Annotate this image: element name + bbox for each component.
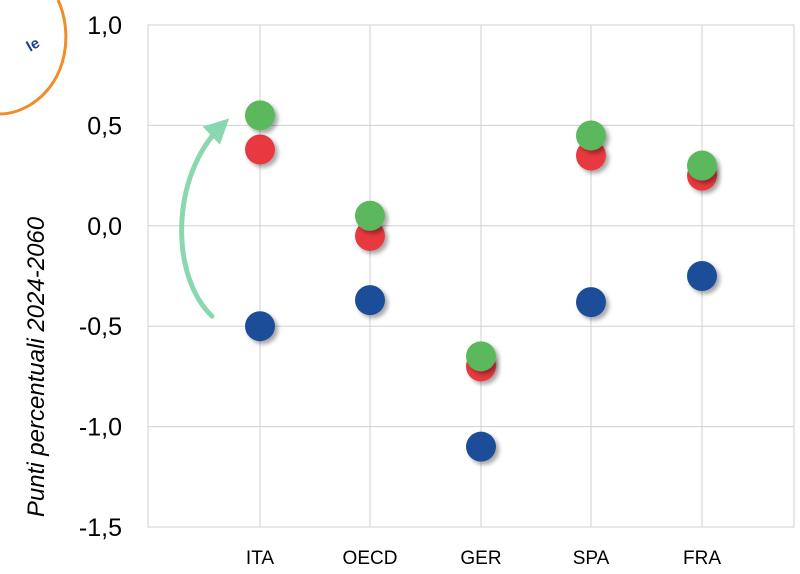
data-point-ger-series-1 xyxy=(466,431,496,462)
y-axis-tick-labels: 1,0 0,5 0,0 -0,5 -1,0 -1,5 xyxy=(79,12,122,542)
y-tick-label: 0,0 xyxy=(87,213,122,241)
data-point-ita-series-2 xyxy=(245,134,275,165)
y-tick-label: -1,5 xyxy=(79,514,122,542)
y-tick-label: 0,5 xyxy=(87,112,122,140)
data-point-spa-series-3 xyxy=(576,120,606,151)
y-axis-label: Punti percentuali 2024-2060 xyxy=(23,216,50,517)
data-point-fra-series-1 xyxy=(687,261,717,291)
data-point-oecd-series-3 xyxy=(355,200,385,231)
x-tick-label: FRA xyxy=(683,548,721,569)
corner-badge: le xyxy=(0,0,68,116)
trend-arrow xyxy=(179,118,230,319)
data-point-ita-series-3 xyxy=(245,100,275,131)
x-tick-label: SPA xyxy=(573,548,610,569)
data-point-fra-series-3 xyxy=(687,150,717,181)
y-tick-label: -1,0 xyxy=(79,414,122,442)
data-point-ger-series-3 xyxy=(466,341,496,372)
badge-ring xyxy=(0,0,68,116)
y-tick-label: -0,5 xyxy=(79,313,122,341)
x-tick-label: GER xyxy=(460,548,501,569)
data-point-spa-series-1 xyxy=(576,287,606,318)
x-tick-label: ITA xyxy=(246,548,274,569)
data-point-oecd-series-1 xyxy=(355,285,385,316)
badge-text: le xyxy=(24,34,43,55)
x-axis-tick-labels: ITA OECD GER SPA FRA xyxy=(246,548,721,569)
data-points xyxy=(245,100,717,462)
data-point-ita-series-1 xyxy=(245,311,275,342)
y-tick-label: 1,0 xyxy=(87,12,122,40)
x-tick-label: OECD xyxy=(343,548,398,569)
